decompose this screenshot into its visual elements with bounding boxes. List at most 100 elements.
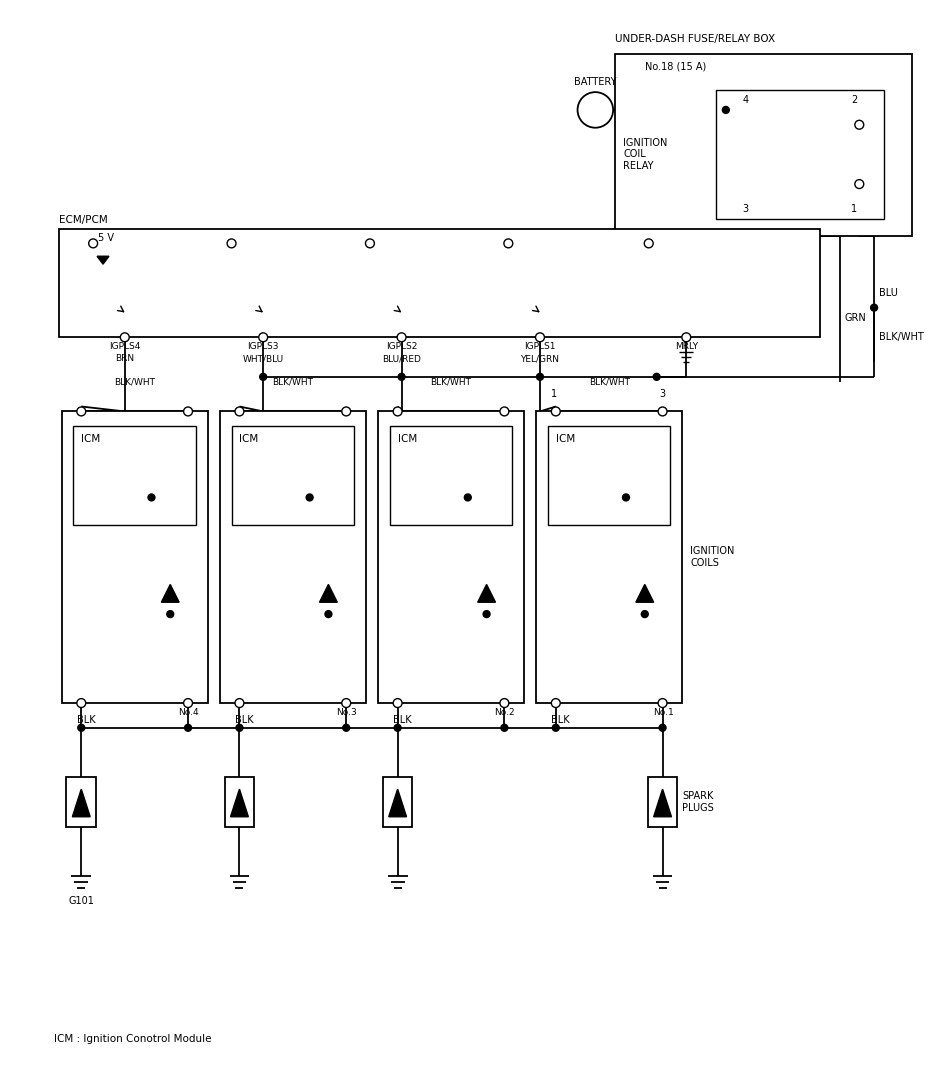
Text: IGPLS2: IGPLS2 (386, 342, 417, 352)
Circle shape (393, 407, 402, 416)
Circle shape (397, 332, 405, 342)
Circle shape (870, 304, 877, 311)
Text: YEL/GRN: YEL/GRN (519, 354, 559, 363)
Polygon shape (161, 584, 179, 602)
Bar (614, 54, 911, 237)
Text: BLK: BLK (393, 715, 412, 725)
Polygon shape (636, 584, 653, 602)
Text: ICM: ICM (81, 434, 100, 444)
Circle shape (854, 180, 863, 189)
Text: No.18 (15 A): No.18 (15 A) (644, 61, 705, 72)
Text: 1: 1 (851, 204, 856, 213)
Text: IGPLS1: IGPLS1 (523, 342, 555, 352)
Circle shape (258, 332, 268, 342)
Polygon shape (477, 584, 495, 602)
Circle shape (167, 611, 173, 617)
Circle shape (183, 407, 192, 416)
Bar (73, 427, 196, 525)
Bar (225, 777, 254, 827)
Bar (58, 228, 819, 338)
Text: ICM: ICM (240, 434, 258, 444)
Circle shape (652, 373, 659, 381)
Text: No.4: No.4 (178, 708, 198, 717)
Text: 4: 4 (741, 95, 748, 105)
Text: BLU/RED: BLU/RED (382, 354, 420, 363)
Circle shape (394, 725, 401, 731)
Text: No.3: No.3 (336, 708, 357, 717)
Circle shape (500, 407, 508, 416)
Bar (535, 412, 681, 703)
Circle shape (464, 494, 471, 501)
Text: BATTERY: BATTERY (574, 77, 616, 87)
Circle shape (657, 407, 666, 416)
Text: BLK: BLK (551, 715, 569, 725)
Circle shape (500, 699, 508, 708)
Text: IGPLS3: IGPLS3 (247, 342, 279, 352)
Circle shape (504, 239, 512, 248)
Text: No.1: No.1 (652, 708, 673, 717)
Circle shape (120, 332, 129, 342)
Circle shape (550, 407, 560, 416)
Text: ICM : Ignition Conotrol Module: ICM : Ignition Conotrol Module (53, 1034, 211, 1044)
Bar (377, 412, 523, 703)
Bar (219, 412, 366, 703)
Circle shape (342, 699, 350, 708)
Circle shape (89, 239, 97, 248)
Text: BLK/WHT: BLK/WHT (878, 332, 923, 342)
Text: SPARK
PLUGS: SPARK PLUGS (681, 791, 713, 813)
Polygon shape (388, 789, 406, 817)
Text: +: + (589, 103, 601, 117)
Text: BLU: BLU (878, 287, 897, 298)
Circle shape (501, 725, 507, 731)
Circle shape (343, 725, 349, 731)
Text: GRN: GRN (843, 313, 865, 323)
Circle shape (236, 725, 242, 731)
Circle shape (325, 611, 331, 617)
Text: G101: G101 (68, 896, 95, 906)
Bar (231, 427, 354, 525)
Text: WHT/BLU: WHT/BLU (242, 354, 284, 363)
Circle shape (306, 494, 313, 501)
Circle shape (681, 332, 690, 342)
Circle shape (536, 373, 543, 381)
Circle shape (640, 611, 648, 617)
Text: UNDER-DASH FUSE/RELAY BOX: UNDER-DASH FUSE/RELAY BOX (614, 33, 774, 44)
Circle shape (622, 494, 629, 501)
Polygon shape (97, 256, 109, 264)
Text: 3: 3 (659, 389, 665, 399)
Bar (647, 777, 677, 827)
Text: 5 V: 5 V (98, 234, 114, 243)
Text: BLK/WHT: BLK/WHT (272, 377, 313, 386)
Polygon shape (319, 584, 337, 602)
Circle shape (184, 725, 191, 731)
Text: IGPLS4: IGPLS4 (109, 342, 140, 352)
Text: MRLY: MRLY (674, 342, 697, 352)
Circle shape (77, 699, 85, 708)
Text: No.2: No.2 (494, 708, 515, 717)
Circle shape (77, 407, 85, 416)
Bar (383, 777, 412, 827)
Text: BLK/WHT: BLK/WHT (430, 377, 471, 386)
Text: BRN: BRN (115, 354, 134, 363)
Circle shape (577, 92, 612, 128)
Circle shape (259, 373, 267, 381)
Circle shape (78, 725, 84, 731)
Bar (66, 777, 96, 827)
Circle shape (227, 239, 236, 248)
Circle shape (398, 373, 404, 381)
Text: BLK: BLK (235, 715, 254, 725)
Circle shape (183, 699, 192, 708)
Circle shape (535, 332, 544, 342)
Polygon shape (72, 789, 90, 817)
Circle shape (235, 407, 243, 416)
Text: IGNITION
COIL
RELAY: IGNITION COIL RELAY (622, 138, 666, 172)
Circle shape (235, 699, 243, 708)
Circle shape (722, 106, 728, 114)
Text: ICM: ICM (397, 434, 417, 444)
Circle shape (644, 239, 652, 248)
Circle shape (365, 239, 374, 248)
Text: ICM: ICM (555, 434, 575, 444)
Text: 1: 1 (550, 389, 556, 399)
Bar (715, 90, 883, 219)
Text: BLK/WHT: BLK/WHT (114, 377, 155, 386)
